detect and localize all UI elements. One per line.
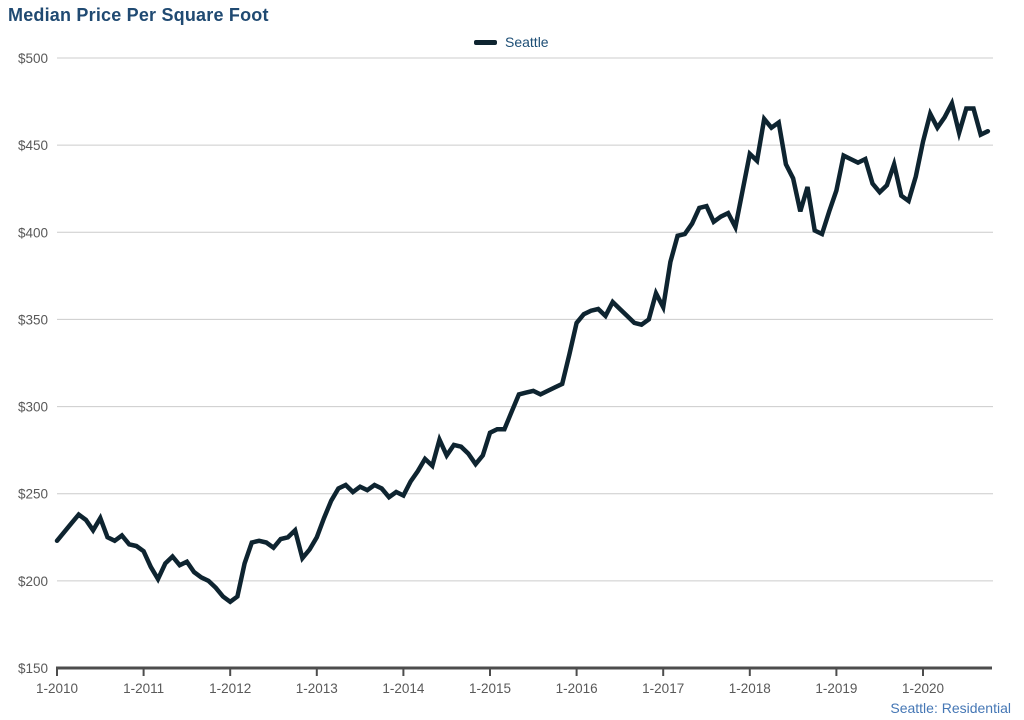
legend: Seattle <box>474 34 549 50</box>
x-tick-label: 1-2017 <box>642 681 684 696</box>
source-note: Seattle: Residential <box>890 700 1011 716</box>
x-tick-label: 1-2010 <box>36 681 78 696</box>
x-tick-label: 1-2018 <box>729 681 771 696</box>
y-tick-label: $200 <box>18 574 48 589</box>
y-tick-label: $450 <box>18 138 48 153</box>
x-tick-label: 1-2013 <box>296 681 338 696</box>
y-tick-label: $400 <box>18 225 48 240</box>
x-tick-label: 1-2016 <box>556 681 598 696</box>
y-tick-label: $500 <box>18 51 48 66</box>
y-tick-label: $250 <box>18 487 48 502</box>
x-tick-label: 1-2020 <box>902 681 944 696</box>
x-tick-label: 1-2012 <box>209 681 251 696</box>
chart-title: Median Price Per Square Foot <box>8 5 269 25</box>
x-tick-label: 1-2019 <box>815 681 857 696</box>
legend-line-swatch <box>474 39 497 45</box>
legend-label: Seattle <box>505 34 549 50</box>
y-tick-label: $150 <box>18 661 48 676</box>
seattle-series-line <box>54 96 991 605</box>
x-tick-label: 1-2015 <box>469 681 511 696</box>
y-tick-label: $350 <box>18 312 48 327</box>
y-tick-label: $300 <box>18 400 48 415</box>
x-tick-label: 1-2011 <box>123 681 164 696</box>
x-tick-label: 1-2014 <box>382 681 425 696</box>
